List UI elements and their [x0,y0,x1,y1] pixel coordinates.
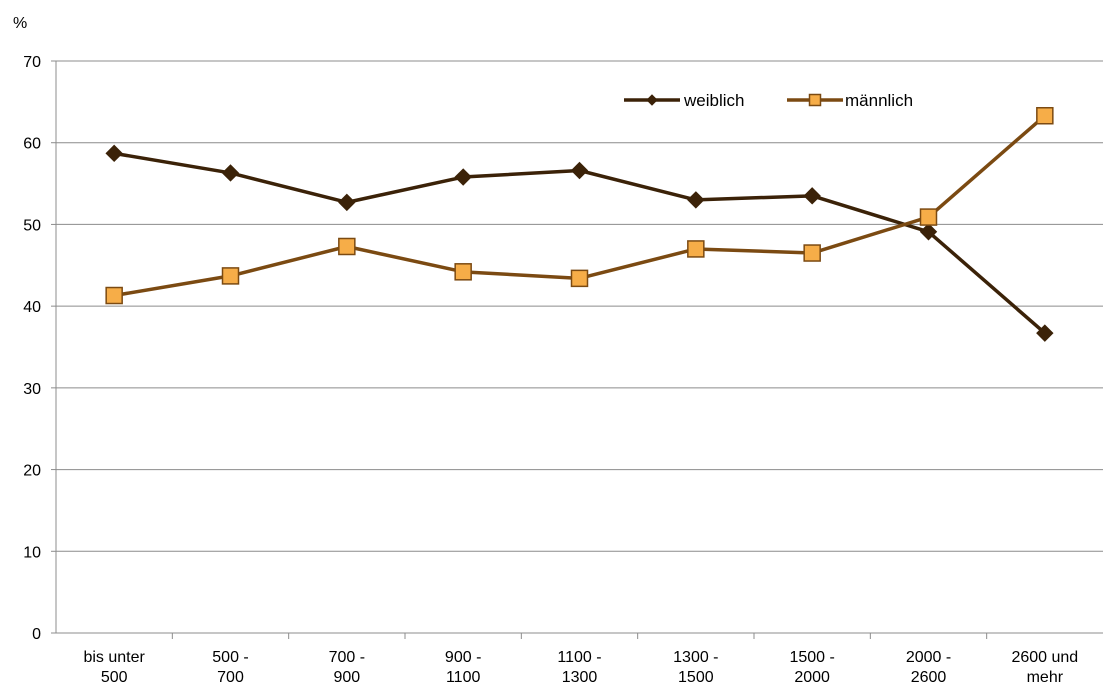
data-point [919,208,938,226]
y-tick-label: 60 [23,136,41,153]
y-tick-label: 70 [23,54,41,71]
data-point [454,263,472,281]
x-tick-label: 700 -900 [329,649,365,686]
data-point [105,286,123,305]
data-point [338,193,356,212]
legend-label: weiblich [683,91,744,110]
y-tick-label: 30 [23,381,41,398]
data-point [1036,324,1054,342]
x-tick-label: 2000 -2600 [906,649,951,686]
data-point [105,144,123,163]
data-point [687,191,705,209]
data-point [803,187,821,205]
data-point [221,164,240,182]
data-point [919,223,938,241]
legend-marker [808,93,822,107]
x-tick-label: 1300 -1500 [673,649,718,686]
y-tick-label: 40 [23,299,41,316]
data-point [687,240,705,258]
data-point [221,267,240,285]
data-point [338,237,356,256]
data-point [570,269,589,288]
y-tick-label: 50 [23,217,41,234]
series-weiblich [105,144,1054,342]
y-axis-unit-label: % [13,15,27,32]
series-maennlich [105,106,1054,305]
data-point [570,161,589,180]
data-point [803,244,821,262]
x-tick-label: 900 -1100 [445,649,481,686]
x-tick-label: 2600 und mehr [1011,649,1078,686]
legend-marker [646,94,658,106]
legend: weiblich männlich [624,91,913,110]
series [105,106,1054,342]
axes: % 0 10 20 30 40 50 60 70 bis unter 500 500 -700 700… [13,15,1103,686]
x-tick-label: 500 -700 [212,649,248,686]
data-point [454,168,472,186]
gridlines [56,60,1103,552]
data-point [1036,106,1054,125]
x-tick-label: bis unter 500 [83,649,145,686]
legend-label: männlich [845,91,913,110]
x-tick-label: 1100 -1300 [557,649,601,686]
y-tick-label: 0 [32,626,41,643]
y-tick-label: 10 [23,544,41,561]
y-tick-label: 20 [23,463,41,480]
x-tick-label: 1500 -2000 [789,649,834,686]
